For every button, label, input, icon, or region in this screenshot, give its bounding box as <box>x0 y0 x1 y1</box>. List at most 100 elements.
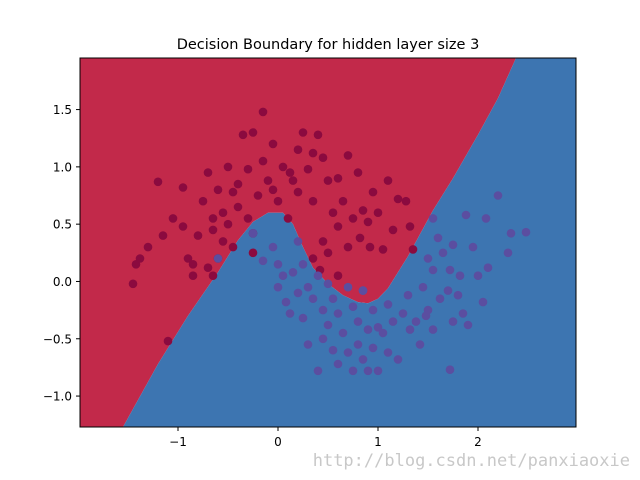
point-class-1 <box>353 340 363 349</box>
point-class-1 <box>521 227 531 237</box>
point-class-1 <box>368 343 378 353</box>
point-class-0 <box>378 245 388 254</box>
point-class-0 <box>318 153 328 162</box>
plot-frame <box>79 57 577 428</box>
point-class-0 <box>388 225 398 235</box>
point-class-1 <box>343 282 353 292</box>
point-class-1 <box>483 263 493 273</box>
point-class-1 <box>213 254 223 263</box>
point-class-1 <box>293 288 303 298</box>
point-class-1 <box>333 359 343 369</box>
point-class-1 <box>428 265 438 275</box>
region-class-0 <box>80 58 516 427</box>
y-tick-label: 0.5 <box>53 218 72 232</box>
point-class-0 <box>248 248 258 258</box>
point-class-0 <box>308 148 318 158</box>
point-class-0 <box>288 176 298 185</box>
point-class-0 <box>355 233 365 243</box>
point-class-0 <box>308 254 318 263</box>
point-class-1 <box>363 325 373 334</box>
point-class-1 <box>328 345 338 355</box>
x-axis: −1 0 1 2 <box>169 427 482 449</box>
point-class-0 <box>348 214 358 223</box>
point-class-1 <box>333 309 343 318</box>
point-class-0 <box>333 222 343 231</box>
point-class-0 <box>203 263 213 273</box>
point-class-1 <box>423 254 433 263</box>
point-class-1 <box>373 366 383 376</box>
point-class-1 <box>403 290 413 300</box>
point-class-0 <box>268 185 278 195</box>
point-class-1 <box>273 282 283 292</box>
point-class-1 <box>445 365 455 375</box>
point-class-0 <box>373 208 383 217</box>
y-tick-label: 1.5 <box>53 103 72 117</box>
point-class-0 <box>243 214 253 223</box>
point-class-1 <box>281 297 291 307</box>
point-class-0 <box>318 237 328 246</box>
point-class-0 <box>223 219 233 229</box>
point-class-1 <box>481 214 491 223</box>
point-class-1 <box>388 317 398 326</box>
point-class-0 <box>365 242 375 252</box>
point-class-1 <box>453 290 463 300</box>
point-class-0 <box>408 245 418 254</box>
y-tick-label: 0.0 <box>53 275 72 289</box>
point-class-0 <box>363 217 373 227</box>
point-class-0 <box>323 248 333 258</box>
point-class-0 <box>178 183 188 192</box>
point-class-1 <box>348 366 358 376</box>
chart-title: Decision Boundary for hidden layer size … <box>177 37 480 53</box>
point-class-0 <box>158 231 168 240</box>
point-class-0 <box>293 145 303 154</box>
point-class-1 <box>268 242 278 252</box>
point-class-0 <box>308 196 318 206</box>
point-class-1 <box>463 320 473 330</box>
point-class-1 <box>298 260 308 269</box>
point-class-0 <box>293 187 303 197</box>
point-class-0 <box>188 271 198 281</box>
point-class-0 <box>258 107 268 117</box>
point-class-0 <box>208 271 218 281</box>
point-class-1 <box>448 317 458 326</box>
point-class-0 <box>278 162 288 172</box>
point-class-1 <box>313 366 323 376</box>
point-class-0 <box>208 225 218 235</box>
point-class-0 <box>248 128 258 137</box>
point-class-0 <box>368 187 378 197</box>
point-class-1 <box>383 348 393 357</box>
point-class-0 <box>323 176 333 185</box>
y-tick-label: −0.5 <box>43 332 72 346</box>
point-class-1 <box>318 334 328 344</box>
watermark-text: http://blog.csdn.net/panxiaoxie <box>313 451 630 471</box>
point-class-1 <box>318 305 328 315</box>
point-class-1 <box>363 366 373 376</box>
point-class-1 <box>353 317 363 326</box>
point-class-0 <box>358 206 368 215</box>
point-class-1 <box>398 309 408 318</box>
point-class-0 <box>228 187 238 197</box>
point-class-1 <box>248 229 258 238</box>
point-class-0 <box>135 254 145 263</box>
y-axis: −1.0 −0.5 0.0 0.5 1.0 1.5 <box>43 103 80 404</box>
y-tick-label: 1.0 <box>53 160 72 174</box>
point-class-1 <box>435 294 445 304</box>
point-class-0 <box>178 222 188 231</box>
point-class-1 <box>378 328 388 338</box>
point-class-0 <box>338 196 348 206</box>
point-class-1 <box>303 282 313 292</box>
point-class-1 <box>503 248 513 258</box>
x-tick-label: 2 <box>474 435 482 449</box>
point-class-1 <box>298 313 308 323</box>
point-class-1 <box>273 260 283 269</box>
point-class-1 <box>313 271 323 281</box>
point-class-1 <box>358 286 368 295</box>
point-class-0 <box>223 162 233 172</box>
point-class-0 <box>218 237 228 246</box>
point-class-1 <box>288 268 298 277</box>
point-class-0 <box>393 194 403 204</box>
point-class-1 <box>438 248 448 258</box>
point-class-1 <box>285 309 295 318</box>
point-class-1 <box>323 279 333 289</box>
point-class-1 <box>461 210 471 220</box>
